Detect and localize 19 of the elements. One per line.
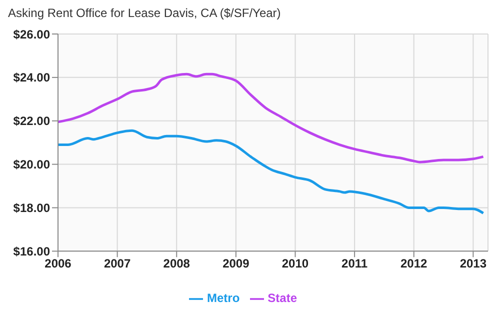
y-tick-label: $24.00 bbox=[13, 70, 50, 85]
x-tick-label: 2012 bbox=[400, 256, 428, 271]
y-tick-label: $20.00 bbox=[13, 158, 50, 172]
x-tick-label: 2013 bbox=[460, 256, 487, 271]
x-tick-label: 2007 bbox=[104, 256, 131, 271]
x-tick-label: 2009 bbox=[222, 256, 250, 271]
y-tick-label: $22.00 bbox=[13, 114, 50, 128]
legend-label: State bbox=[268, 291, 297, 306]
line-series bbox=[58, 129, 485, 214]
x-tick-label: 2008 bbox=[163, 256, 190, 271]
legend-label: Metro bbox=[206, 291, 240, 306]
x-tick-label: 2011 bbox=[342, 256, 368, 271]
line-series bbox=[58, 72, 485, 164]
x-tick-label: 2010 bbox=[282, 256, 309, 271]
y-tick-label: $18.00 bbox=[13, 200, 50, 215]
x-tick-label: 2006 bbox=[44, 256, 72, 271]
y-tick-label: $26.00 bbox=[13, 27, 50, 42]
chart-title: Asking Rent Office for Lease Davis, CA ($/SF/Year) bbox=[8, 6, 282, 20]
y-tick-label: $16.00 bbox=[13, 244, 50, 258]
